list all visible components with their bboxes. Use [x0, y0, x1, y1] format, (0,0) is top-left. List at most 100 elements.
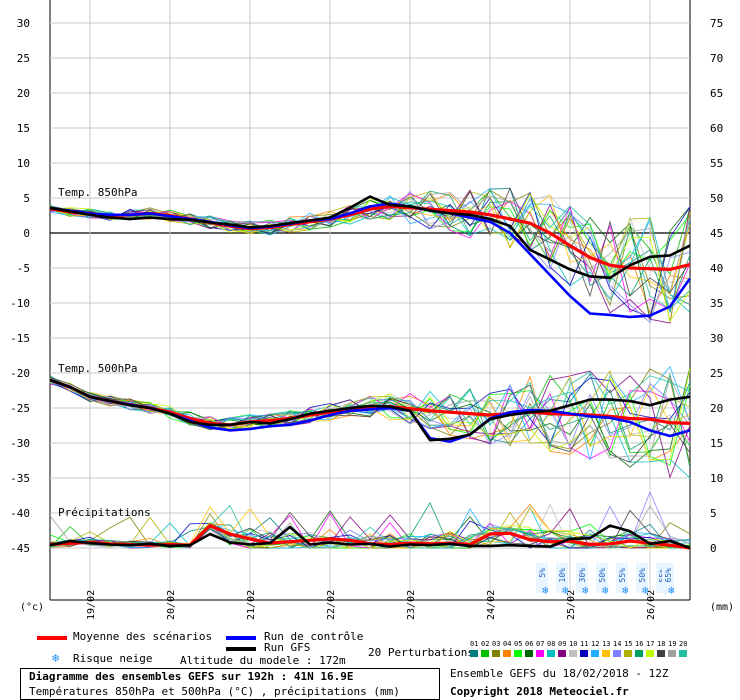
x-tick-label: 21/02: [246, 590, 257, 620]
series-line-850: [49, 195, 691, 280]
left-tick-label: 25: [17, 52, 30, 65]
snow-risk-label: 30%: [578, 568, 587, 583]
right-tick-label: 35: [710, 297, 723, 310]
snowflake-icon: ❄: [668, 584, 675, 597]
snow-risk-label: 50%: [598, 568, 607, 583]
right-tick-label: 20: [710, 402, 723, 415]
left-tick-label: 15: [17, 122, 30, 135]
perturbation-swatch: [657, 650, 665, 657]
left-tick-label: 10: [17, 157, 30, 170]
perturbation-number: 11: [580, 640, 589, 648]
perturbation-swatch: [613, 650, 621, 657]
perturbation-number: 15: [624, 640, 633, 648]
right-tick-label: 30: [710, 332, 723, 345]
snowflake-icon: ❄: [602, 584, 609, 597]
snowflake-icon: ❄: [52, 651, 60, 665]
right-tick-label: 10: [710, 472, 723, 485]
perturbation-number: 03: [492, 640, 501, 648]
right-tick-label: 5: [710, 507, 717, 520]
perturbation-swatch: [679, 650, 687, 657]
perturbation-number: 17: [646, 640, 655, 648]
perturbation-number: 10: [569, 640, 578, 648]
perturbation-line: [49, 193, 691, 323]
perturbation-line: [49, 375, 691, 459]
perturbation-number: 02: [481, 640, 490, 648]
perturbation-line: [49, 370, 691, 444]
mean-legend-label: Moyenne des scénarios: [73, 630, 213, 643]
snow-risk-label: 55%: [618, 568, 627, 583]
snow-risk-box: [636, 563, 648, 593]
perturbation-swatch: [525, 650, 533, 657]
x-tick-label: 24/02: [486, 590, 497, 620]
perturbation-swatch: [481, 650, 489, 657]
left-tick-label: -20: [10, 367, 30, 380]
snow-legend-label: Risque neige: [73, 652, 153, 665]
gfs-legend-swatch: [226, 647, 256, 651]
x-tick-label: 22/02: [326, 590, 337, 620]
left-tick-label: 0: [23, 227, 30, 240]
right-tick-label: 70: [710, 52, 723, 65]
perturbations-label: 20 Perturbations: [368, 646, 474, 659]
snow-risk-box: [596, 563, 608, 593]
run-info: Ensemble GEFS du 18/02/2018 - 12Z: [450, 667, 669, 680]
perturbation-line: [49, 375, 691, 462]
perturbation-number: 06: [525, 640, 534, 648]
right-tick-label: 55: [710, 157, 723, 170]
perturbation-swatch: [569, 650, 577, 657]
right-tick-label: 65: [710, 87, 723, 100]
left-tick-label: 5: [23, 192, 30, 205]
snow-risk-label: 65%: [664, 568, 673, 583]
x-tick-label: 23/02: [406, 590, 417, 620]
perturbation-swatch: [470, 650, 478, 657]
perturbation-swatch: [646, 650, 654, 657]
perturbation-line: [49, 377, 691, 466]
right-tick-label: 50: [710, 192, 723, 205]
x-tick-label: 19/02: [86, 590, 97, 620]
perturbation-number: 01: [470, 640, 479, 648]
section-label: Précipitations: [58, 506, 151, 519]
snow-risk-box: [616, 563, 628, 593]
right-tick-label: 25: [710, 367, 723, 380]
x-tick-label: 26/02: [646, 590, 657, 620]
left-unit-label: (°c): [20, 602, 44, 613]
perturbation-swatch: [547, 650, 555, 657]
perturbation-swatch: [503, 650, 511, 657]
snowflake-icon: ❄: [542, 584, 549, 597]
series-line-500: [49, 378, 691, 442]
left-tick-label: -10: [10, 297, 30, 310]
mean-legend-swatch: [37, 636, 67, 640]
snow-risk-label: 50%: [638, 568, 647, 583]
snow-risk-box: [662, 563, 674, 593]
perturbation-swatch: [591, 650, 599, 657]
snow-risk-box: [536, 563, 548, 593]
perturbation-number: 05: [514, 640, 523, 648]
perturbation-swatch: [580, 650, 588, 657]
left-tick-label: -15: [10, 332, 30, 345]
perturbation-number: 07: [536, 640, 545, 648]
altitude-label: Altitude du modele : 172m: [180, 654, 346, 667]
perturbation-lines: [49, 187, 691, 549]
footer-subtitle: Températures 850hPa et 500hPa (°C) , pré…: [29, 685, 400, 698]
perturbation-number: 20: [679, 640, 688, 648]
left-tick-label: -45: [10, 542, 30, 555]
perturbation-line: [49, 372, 691, 468]
right-unit-label: (mm): [710, 602, 734, 613]
snowflake-icon: ❄: [642, 584, 649, 597]
left-tick-label: -5: [17, 262, 30, 275]
perturbation-number: 09: [558, 640, 567, 648]
perturbation-swatch: [602, 650, 610, 657]
x-tick-label: 20/02: [166, 590, 177, 620]
footer-title: Diagramme des ensembles GEFS sur 192h : …: [29, 670, 354, 683]
section-label: Temp. 850hPa: [58, 186, 137, 199]
perturbation-number: 08: [547, 640, 556, 648]
right-tick-label: 0: [710, 542, 717, 555]
perturbation-swatch: [558, 650, 566, 657]
perturbation-swatch: [668, 650, 676, 657]
perturbation-line: [49, 376, 691, 463]
snowflake-icon: ❄: [582, 584, 589, 597]
series-line-850: [49, 202, 692, 319]
control-legend-label: Run de contrôle: [264, 630, 364, 643]
copyright: Copyright 2018 Meteociel.fr: [450, 685, 629, 698]
